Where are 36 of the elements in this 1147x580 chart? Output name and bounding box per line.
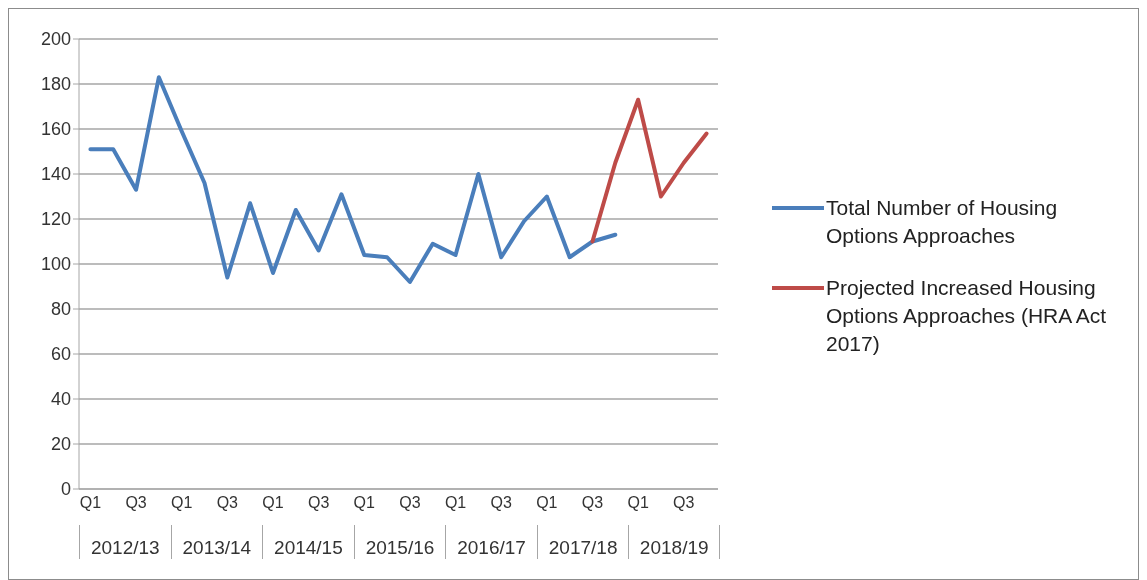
- line-series: [590, 97, 709, 244]
- text: 2013/14: [170, 525, 263, 559]
- x-tick-label: Q1: [627, 494, 649, 512]
- y-tick-label: 200: [40, 29, 71, 50]
- x-tick-label: Q3: [673, 494, 695, 512]
- x-tick-label: Q3: [399, 494, 421, 512]
- y-tick-label: 0: [60, 479, 71, 500]
- x-tick-label: Q1: [262, 494, 284, 512]
- x-tick-label: Q3: [581, 494, 604, 512]
- text: 2015/16: [353, 525, 446, 559]
- x-tick-label: Q1: [79, 494, 102, 512]
- x-tick-label: Q3: [216, 494, 239, 512]
- text: 2018/19: [628, 525, 720, 559]
- y-tick-label: 180: [40, 74, 71, 95]
- text: 2016/17: [445, 525, 537, 559]
- x-tick-label: Q3: [490, 494, 512, 512]
- legend-label: Total Number of Housing Options Approaches: [826, 195, 1059, 249]
- legend-label: Projected Increased Housing Options Approaches (HRA Act 2017): [826, 275, 1108, 357]
- x-tick-label: Q1: [536, 494, 558, 512]
- x-tick-label: Q1: [353, 494, 376, 512]
- x-tick-label: Q1: [171, 494, 193, 512]
- y-tick-label: 20: [50, 434, 71, 455]
- y-tick-label: 100: [40, 254, 71, 275]
- x-tick-label: Q1: [444, 494, 467, 512]
- line-series: [88, 75, 618, 284]
- text: 2014/15: [262, 525, 354, 559]
- y-tick-label: 140: [40, 164, 71, 185]
- x-tick-label: Q3: [125, 494, 147, 512]
- y-tick-label: 120: [40, 209, 71, 230]
- y-tick-label: 160: [40, 119, 71, 140]
- y-tick-label: 40: [50, 389, 71, 410]
- y-tick-label: 60: [50, 344, 71, 365]
- text: 2017/18: [536, 525, 629, 559]
- y-tick-label: 80: [50, 299, 71, 320]
- x-tick-label: Q3: [307, 494, 330, 512]
- text: 2012/13: [79, 525, 171, 559]
